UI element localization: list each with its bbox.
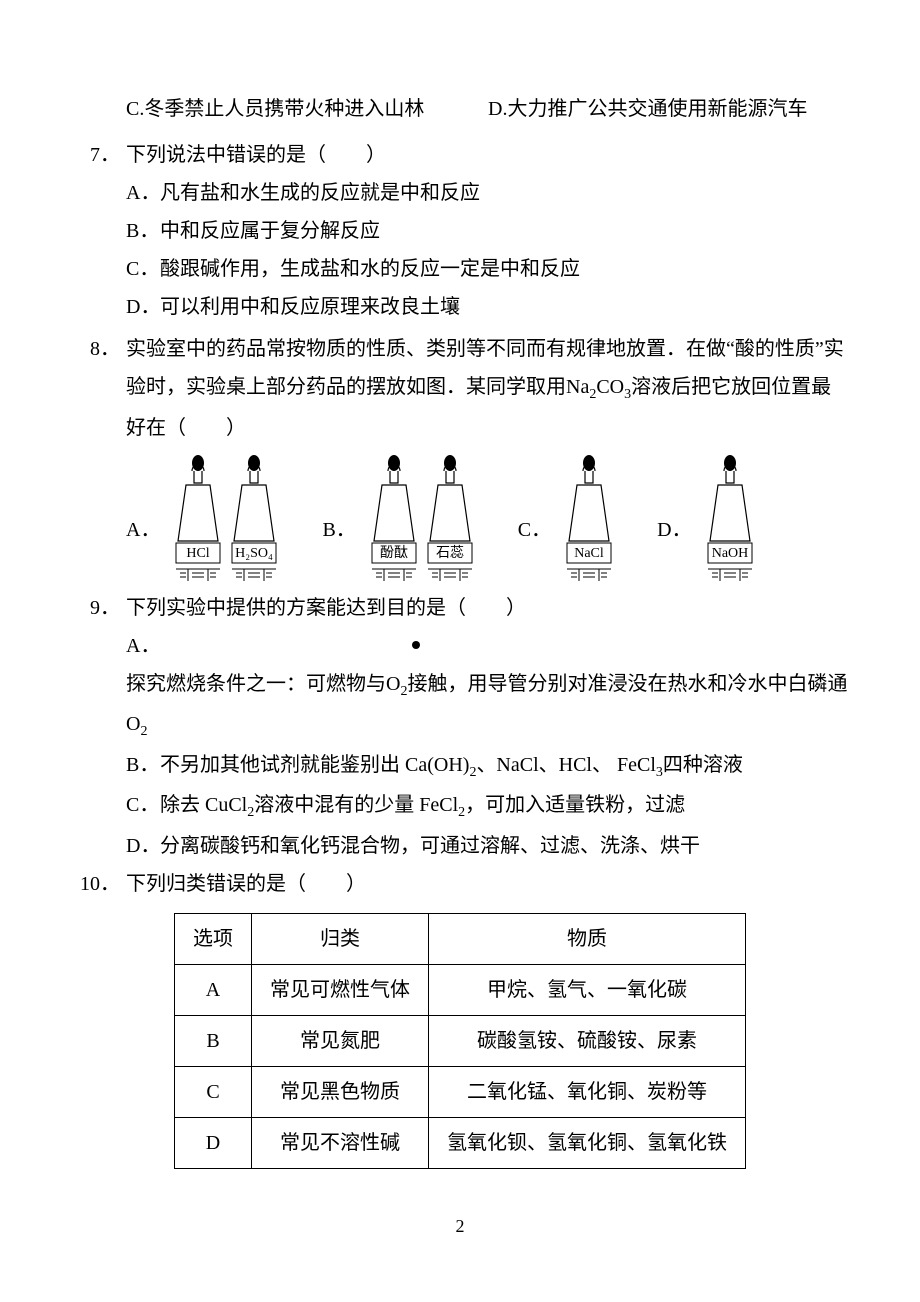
q7-opt-d-letter: D． (126, 288, 160, 326)
q7-opt-a: A． 凡有盐和水生成的反应就是中和反应 (70, 174, 850, 212)
q9-opt-d-text: 分离碳酸钙和氧化钙混合物，可通过溶解、过滤、洗涤、烘干 (160, 827, 850, 865)
page-number: 2 (70, 1209, 850, 1243)
flask-a-label-1: HCl (187, 546, 210, 561)
q9-opt-c-a: 除去 CuCl (160, 794, 247, 816)
q8-opt-a: A． HCl H₂SO₄ (126, 453, 282, 583)
q8-opt-b: B． 酚酞 石蕊 (322, 453, 477, 583)
q9-opt-b: B． 不另加其他试剂就能鉴别出 Ca(OH)2、NaCl、HCl、 FeCl3四… (70, 746, 850, 787)
q9-opt-c-letter: C． (126, 786, 160, 827)
flask-icon: H₂SO₄ (226, 453, 282, 583)
q9-opt-c-b: 溶液中混有的少量 FeCl (254, 794, 458, 816)
q7-stem: 下列说法中错误的是（ ） (126, 136, 850, 174)
table-row: A 常见可燃性气体 甲烷、氢气、一氧化碳 (175, 964, 746, 1015)
q9-opt-b-text: 不另加其他试剂就能鉴别出 Ca(OH)2、NaCl、HCl、 FeCl3四种溶液 (160, 746, 850, 787)
table-row: B 常见氮肥 碳酸氢铵、硫酸铵、尿素 (175, 1015, 746, 1066)
cell: 氢氧化钡、氢氧化铜、氢氧化铁 (429, 1117, 746, 1168)
q9: 9． 下列实验中提供的方案能达到目的是（ ） (70, 589, 850, 627)
q9-opt-c: C． 除去 CuCl2溶液中混有的少量 FeCl2，可加入适量铁粉，过滤 (70, 786, 850, 827)
table-row: C 常见黑色物质 二氧化锰、氧化铜、炭粉等 (175, 1066, 746, 1117)
q8: 8． 实验室中的药品常按物质的性质、类别等不同而有规律地放置．在做“酸的性质”实… (70, 330, 850, 447)
q9-opt-b-b: 、NaCl、HCl、 FeCl (476, 754, 655, 776)
cell: 常见氮肥 (252, 1015, 429, 1066)
q8-opt-d-letter: D． (657, 511, 691, 583)
cell: 常见不溶性碱 (252, 1117, 429, 1168)
q10-number: 10． (70, 865, 126, 903)
flask-icon: 酚酞 (366, 453, 422, 583)
q8-opt-b-letter: B． (322, 511, 355, 583)
q9-number: 9． (70, 589, 126, 627)
center-dot-icon (412, 641, 420, 649)
q7: 7． 下列说法中错误的是（ ） (70, 136, 850, 174)
table-header-row: 选项 归类 物质 (175, 913, 746, 964)
q9-opt-d-letter: D． (126, 827, 160, 865)
cell: 甲烷、氢气、一氧化碳 (429, 964, 746, 1015)
q9-stem: 下列实验中提供的方案能达到目的是（ ） (126, 589, 850, 627)
q7-number: 7． (70, 136, 126, 174)
q9-opt-a-text1: 探究燃烧条件之一：可燃物与O2接触，用导管分别对准浸没在热水和冷水中白磷通 (70, 665, 850, 706)
q7-opt-a-letter: A． (126, 174, 160, 212)
cell: 二氧化锰、氧化铜、炭粉等 (429, 1066, 746, 1117)
q9-opt-d: D． 分离碳酸钙和氧化钙混合物，可通过溶解、过滤、洗涤、烘干 (70, 827, 850, 865)
flask-d-label-1: NaOH (711, 546, 748, 561)
flask-icon: 石蕊 (422, 453, 478, 583)
q7-opt-d-text: 可以利用中和反应原理来改良土壤 (160, 288, 850, 326)
q8-stem: 实验室中的药品常按物质的性质、类别等不同而有规律地放置．在做“酸的性质”实验时，… (126, 330, 850, 447)
flask-icon: HCl (170, 453, 226, 583)
q7-opt-d: D． 可以利用中和反应原理来改良土壤 (70, 288, 850, 326)
flask-b-label-1: 酚酞 (380, 545, 408, 561)
q7-opt-c-letter: C． (126, 250, 160, 288)
q7-opt-c: C． 酸跟碱作用，生成盐和水的反应一定是中和反应 (70, 250, 850, 288)
q7-opt-b-text: 中和反应属于复分解反应 (160, 212, 850, 250)
q6-opt-d: D.大力推广公共交通使用新能源汽车 (488, 90, 850, 128)
cell: C (175, 1066, 252, 1117)
q9-opt-b-letter: B． (126, 746, 160, 787)
q9-opt-a-text2: O2 (70, 705, 850, 746)
q9-opt-a-text1-b: 接触，用导管分别对准浸没在热水和冷水中白磷通 (407, 673, 847, 695)
q8-opt-c: C． NaCl (518, 453, 617, 583)
cell: A (175, 964, 252, 1015)
q10: 10． 下列归类错误的是（ ） (70, 865, 850, 903)
q9-opt-a-text1-a: 探究燃烧条件之一：可燃物与O (126, 673, 400, 695)
cell: B (175, 1015, 252, 1066)
q8-opt-a-letter: A． (126, 511, 160, 583)
cell: D (175, 1117, 252, 1168)
flask-icon: NaOH (702, 453, 758, 583)
q9-opt-a-letter: A． (126, 627, 160, 665)
flask-icon: NaCl (561, 453, 617, 583)
q7-opt-b: B． 中和反应属于复分解反应 (70, 212, 850, 250)
cell: 常见黑色物质 (252, 1066, 429, 1117)
cell: 碳酸氢铵、硫酸铵、尿素 (429, 1015, 746, 1066)
q7-opt-a-text: 凡有盐和水生成的反应就是中和反应 (160, 174, 850, 212)
flask-b-label-2: 石蕊 (436, 545, 464, 561)
table-row: D 常见不溶性碱 氢氧化钡、氢氧化铜、氢氧化铁 (175, 1117, 746, 1168)
q8-flask-row: A． HCl H₂SO₄ (70, 453, 850, 583)
q8-opt-d: D． NaOH (657, 453, 757, 583)
th-option: 选项 (175, 913, 252, 964)
flask-c-label-1: NaCl (574, 546, 604, 561)
q6-opt-c: C.冬季禁止人员携带火种进入山林 (126, 90, 488, 128)
q9-opt-b-a: 不另加其他试剂就能鉴别出 Ca(OH) (160, 754, 469, 776)
q7-opt-b-letter: B． (126, 212, 160, 250)
q9-opt-a-letter-line: A． (70, 627, 850, 665)
q9-opt-a-text2-a: O (126, 713, 140, 735)
q8-opt-c-letter: C． (518, 511, 551, 583)
q8-stem-mid: CO (596, 376, 624, 398)
th-substance: 物质 (429, 913, 746, 964)
cell: 常见可燃性气体 (252, 964, 429, 1015)
q9-opt-c-c: ，可加入适量铁粉，过滤 (465, 794, 685, 816)
q10-table: 选项 归类 物质 A 常见可燃性气体 甲烷、氢气、一氧化碳 B 常见氮肥 碳酸氢… (174, 913, 746, 1169)
q10-stem: 下列归类错误的是（ ） (126, 865, 850, 903)
q9-opt-a-text2-sub: 2 (140, 724, 147, 739)
q9-opt-c-text: 除去 CuCl2溶液中混有的少量 FeCl2，可加入适量铁粉，过滤 (160, 786, 850, 827)
q6-opts-cd: C.冬季禁止人员携带火种进入山林 D.大力推广公共交通使用新能源汽车 (70, 90, 850, 128)
th-category: 归类 (252, 913, 429, 964)
q7-opt-c-text: 酸跟碱作用，生成盐和水的反应一定是中和反应 (160, 250, 850, 288)
q8-number: 8． (70, 330, 126, 368)
flask-a-label-2: H₂SO₄ (236, 546, 274, 561)
q9-opt-b-sub2: 3 (656, 765, 663, 780)
q9-opt-b-c: 四种溶液 (663, 754, 743, 776)
